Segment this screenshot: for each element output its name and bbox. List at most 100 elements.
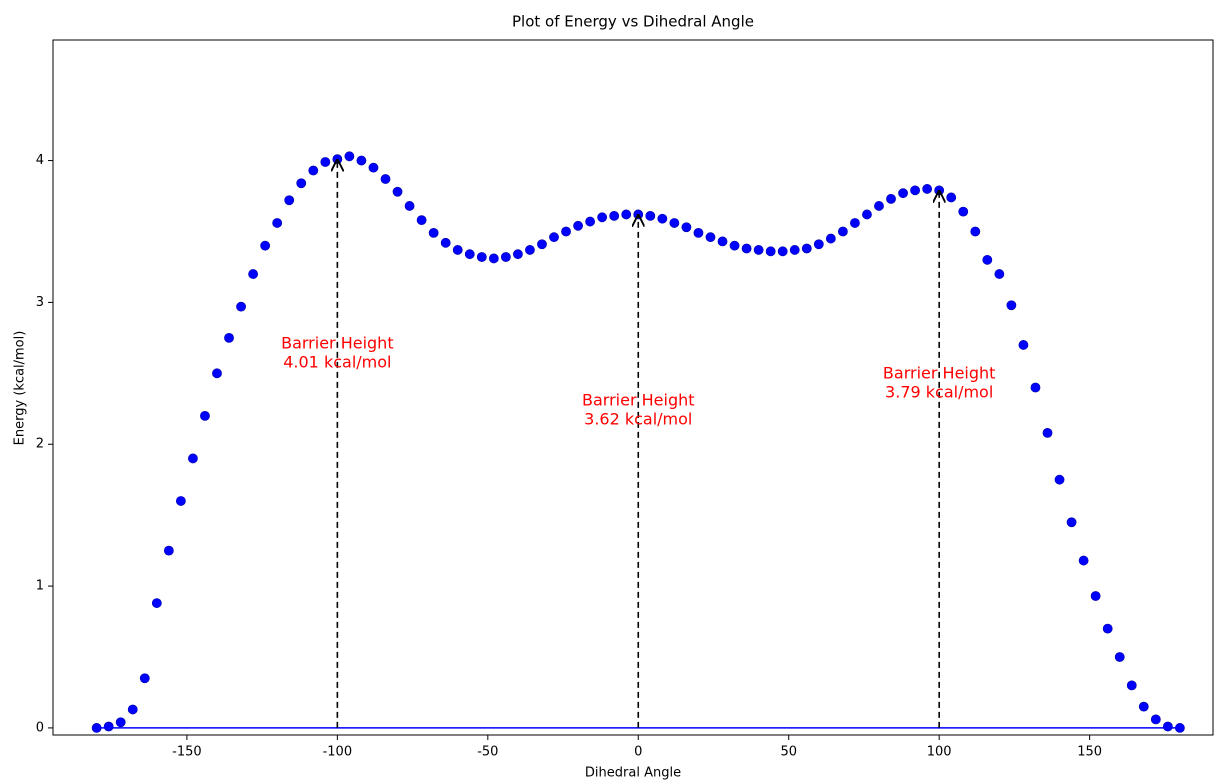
data-point xyxy=(441,238,450,247)
data-point xyxy=(1103,624,1112,633)
data-point xyxy=(911,186,920,195)
data-point xyxy=(814,240,823,249)
data-point xyxy=(790,245,799,254)
data-point xyxy=(369,163,378,172)
annotation-text: 3.62 kcal/mol xyxy=(584,410,692,429)
data-point xyxy=(285,196,294,205)
page: {"chart_data": { "type": "scatter", "tit… xyxy=(0,0,1215,783)
data-point xyxy=(429,228,438,237)
x-tick-label: -150 xyxy=(172,745,202,760)
data-point xyxy=(537,240,546,249)
data-point xyxy=(104,722,113,731)
data-point xyxy=(1079,556,1088,565)
data-point xyxy=(706,233,715,242)
y-tick-label: 1 xyxy=(36,579,44,594)
data-point xyxy=(730,241,739,250)
annotation-text: Barrier Height xyxy=(281,334,394,353)
data-point xyxy=(802,244,811,253)
data-point xyxy=(176,496,185,505)
data-point xyxy=(525,245,534,254)
x-tick-label: 0 xyxy=(634,745,642,760)
data-point xyxy=(152,598,161,607)
data-point xyxy=(983,255,992,264)
data-point xyxy=(1091,591,1100,600)
x-axis-label: Dihedral Angle xyxy=(585,766,681,781)
data-point xyxy=(140,674,149,683)
data-point xyxy=(200,411,209,420)
data-point xyxy=(1019,340,1028,349)
data-point xyxy=(273,218,282,227)
data-point xyxy=(212,369,221,378)
data-point xyxy=(249,269,258,278)
data-point xyxy=(188,454,197,463)
x-tick-label: -100 xyxy=(323,745,353,760)
data-point xyxy=(393,187,402,196)
data-point xyxy=(549,233,558,242)
data-point xyxy=(658,214,667,223)
x-tick-label: 50 xyxy=(780,745,797,760)
data-point xyxy=(477,252,486,261)
data-point xyxy=(1115,652,1124,661)
data-point xyxy=(646,211,655,220)
data-point xyxy=(838,227,847,236)
data-point xyxy=(573,221,582,230)
data-point xyxy=(742,244,751,253)
x-tick-label: 150 xyxy=(1077,745,1102,760)
data-point xyxy=(947,193,956,202)
data-point xyxy=(586,217,595,226)
data-point xyxy=(1043,428,1052,437)
data-point xyxy=(297,179,306,188)
y-axis-label: Energy (kcal/mol) xyxy=(13,331,28,446)
data-point xyxy=(453,245,462,254)
data-point xyxy=(694,228,703,237)
data-point xyxy=(995,269,1004,278)
data-point xyxy=(754,245,763,254)
data-point xyxy=(1055,475,1064,484)
x-tick-label: -50 xyxy=(477,745,498,760)
data-point xyxy=(923,184,932,193)
data-point xyxy=(128,705,137,714)
data-point xyxy=(224,333,233,342)
data-point xyxy=(261,241,270,250)
data-point xyxy=(1139,702,1148,711)
data-point xyxy=(886,194,895,203)
x-tick-label: 100 xyxy=(927,745,952,760)
data-point xyxy=(1151,715,1160,724)
y-tick-label: 0 xyxy=(36,720,44,735)
data-point xyxy=(1127,681,1136,690)
chart: Plot of Energy vs Dihedral Angle Dihedra… xyxy=(0,0,1215,783)
data-point xyxy=(465,250,474,259)
data-point xyxy=(971,227,980,236)
data-point xyxy=(1067,518,1076,527)
data-point xyxy=(489,254,498,263)
data-point xyxy=(766,247,775,256)
data-point xyxy=(862,210,871,219)
data-point xyxy=(501,252,510,261)
data-point xyxy=(1007,301,1016,310)
data-point xyxy=(778,247,787,256)
annotation-text: 3.79 kcal/mol xyxy=(885,383,993,402)
data-point xyxy=(850,218,859,227)
y-tick-label: 2 xyxy=(36,437,44,452)
data-point xyxy=(874,201,883,210)
data-point xyxy=(682,223,691,232)
data-point xyxy=(561,227,570,236)
annotation-text: 4.01 kcal/mol xyxy=(283,353,391,372)
data-point xyxy=(898,189,907,198)
annotation-text: Barrier Height xyxy=(883,364,996,383)
data-point xyxy=(116,718,125,727)
data-point xyxy=(236,302,245,311)
data-point xyxy=(345,152,354,161)
data-point xyxy=(959,207,968,216)
data-point xyxy=(417,216,426,225)
data-point xyxy=(513,250,522,259)
data-point xyxy=(321,157,330,166)
data-point xyxy=(1031,383,1040,392)
y-tick-label: 3 xyxy=(36,295,44,310)
data-point xyxy=(718,237,727,246)
data-point xyxy=(309,166,318,175)
data-point xyxy=(405,201,414,210)
data-point xyxy=(357,156,366,165)
data-point xyxy=(598,213,607,222)
data-point xyxy=(381,174,390,183)
